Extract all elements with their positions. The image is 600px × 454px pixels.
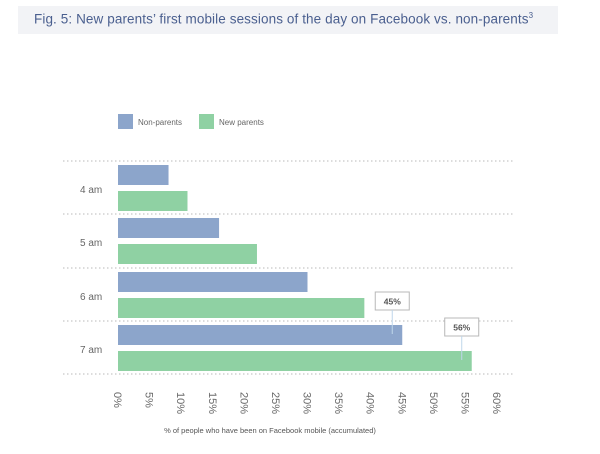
x-axis-title: % of people who have been on Facebook mo… bbox=[164, 426, 376, 435]
x-tick-label-3: 10% bbox=[174, 392, 186, 414]
x-tick-label-6: 25% bbox=[269, 392, 281, 414]
bar-new-parents-7-am bbox=[118, 351, 472, 371]
x-tick-label-5: 20% bbox=[237, 392, 249, 414]
bar-new-parents-5-am bbox=[118, 244, 257, 264]
legend-label-1: Non-parents bbox=[138, 118, 182, 127]
callout-label-2: 56% bbox=[453, 323, 470, 333]
x-tick-label-11: 50% bbox=[427, 392, 439, 414]
category-label-5-am: 5 am bbox=[80, 238, 102, 249]
bar-new-parents-4-am bbox=[118, 191, 188, 211]
legend-swatch-2 bbox=[199, 114, 214, 129]
bar-non-parents-6-am bbox=[118, 272, 308, 292]
category-label-4-am: 4 am bbox=[80, 185, 102, 196]
x-tick-label-10: 45% bbox=[395, 392, 407, 414]
x-tick-label-12: 55% bbox=[458, 392, 470, 414]
x-tick-label-1: 0% bbox=[111, 392, 123, 408]
bar-new-parents-6-am bbox=[118, 298, 365, 318]
x-tick-label-13: 60% bbox=[490, 392, 502, 414]
callout-label-1: 45% bbox=[384, 297, 401, 307]
footnote-marker: 3 bbox=[528, 11, 534, 20]
x-tick-label-7: 30% bbox=[301, 392, 313, 414]
x-tick-label-9: 40% bbox=[364, 392, 376, 414]
bar-non-parents-4-am bbox=[118, 165, 169, 185]
bar-non-parents-7-am bbox=[118, 325, 403, 345]
legend-swatch-1 bbox=[118, 114, 133, 129]
title-bar bbox=[18, 6, 558, 34]
bar-non-parents-5-am bbox=[118, 218, 220, 238]
x-tick-label-2: 5% bbox=[143, 392, 155, 408]
category-label-7-am: 7 am bbox=[80, 345, 102, 356]
x-tick-label-8: 35% bbox=[332, 392, 344, 414]
chart-title-text: Fig. 5: New parents’ first mobile sessio… bbox=[34, 11, 529, 27]
x-tick-label-4: 15% bbox=[206, 392, 218, 414]
legend-label-2: New parents bbox=[219, 118, 264, 127]
chart-title: Fig. 5: New parents’ first mobile sessio… bbox=[34, 11, 533, 27]
category-label-6-am: 6 am bbox=[80, 292, 102, 303]
